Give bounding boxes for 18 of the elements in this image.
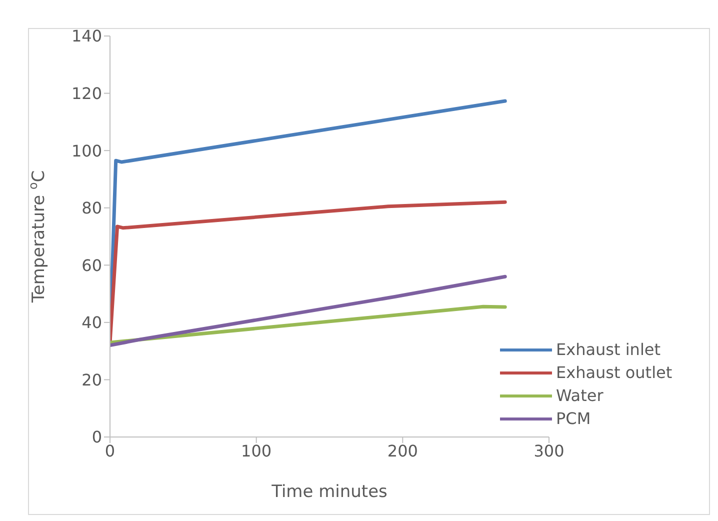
legend-label: PCM	[556, 409, 591, 428]
y-tick-label: 140	[71, 26, 102, 46]
x-tick-label: 300	[534, 441, 564, 460]
y-tick-label: 100	[71, 141, 102, 160]
x-tick-label: 0	[104, 441, 116, 460]
legend-label: Exhaust inlet	[556, 340, 661, 359]
legend-label: Exhaust outlet	[556, 363, 672, 382]
legend-label: Water	[556, 386, 604, 405]
x-tick-label: 100	[241, 441, 272, 460]
y-tick-label: 0	[92, 428, 102, 447]
y-tick-label: 60	[82, 256, 102, 275]
line-series	[110, 274, 507, 348]
y-tick-label: 80	[82, 198, 102, 218]
x-axis-title: Time minutes	[270, 482, 388, 502]
y-tick-label: 40	[82, 313, 102, 332]
y-tick-label: 120	[71, 84, 102, 103]
y-tick-label: 20	[82, 370, 102, 390]
x-tick-label: 200	[387, 441, 418, 460]
